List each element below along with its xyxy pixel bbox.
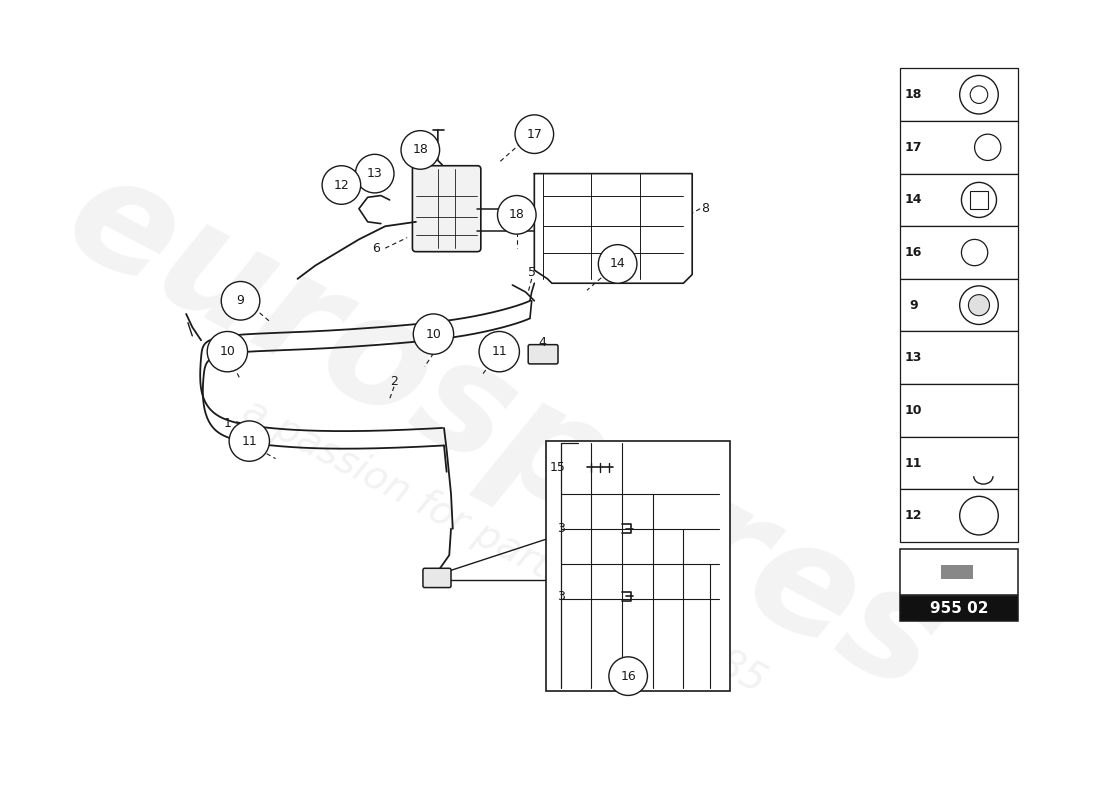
- Text: 11: 11: [904, 457, 922, 470]
- Text: 3: 3: [557, 522, 565, 535]
- Circle shape: [414, 314, 453, 354]
- Circle shape: [598, 245, 637, 283]
- Text: 10: 10: [426, 328, 441, 341]
- Text: 14: 14: [609, 258, 626, 270]
- Circle shape: [322, 166, 361, 204]
- Bar: [900, 490, 1019, 542]
- Text: a passion for parts since 1985: a passion for parts since 1985: [235, 392, 772, 701]
- Text: eurospares: eurospares: [42, 140, 965, 725]
- Text: 6: 6: [373, 242, 381, 254]
- Text: 12: 12: [333, 178, 350, 191]
- Bar: [900, 68, 1019, 121]
- Text: 11: 11: [241, 434, 257, 448]
- Text: 17: 17: [904, 141, 922, 154]
- Bar: [900, 331, 1019, 384]
- Text: 18: 18: [904, 88, 922, 101]
- Text: 4: 4: [539, 336, 547, 350]
- Circle shape: [221, 282, 260, 320]
- Text: 10: 10: [904, 404, 922, 417]
- Bar: [900, 121, 1019, 174]
- FancyBboxPatch shape: [412, 166, 481, 252]
- Bar: [900, 279, 1019, 331]
- Text: 2: 2: [390, 375, 398, 388]
- Circle shape: [968, 294, 990, 316]
- Bar: [900, 596, 1019, 621]
- Text: 5: 5: [528, 266, 536, 279]
- Text: 18: 18: [509, 208, 525, 222]
- Circle shape: [480, 331, 519, 372]
- Text: 11: 11: [492, 345, 507, 358]
- Text: 10: 10: [219, 345, 235, 358]
- Bar: [900, 437, 1019, 490]
- Circle shape: [515, 115, 553, 154]
- Circle shape: [229, 421, 270, 462]
- Bar: [900, 549, 1019, 594]
- Text: 8: 8: [701, 202, 710, 215]
- Text: 15: 15: [549, 461, 565, 474]
- Circle shape: [402, 130, 440, 170]
- FancyBboxPatch shape: [970, 191, 988, 209]
- Bar: [942, 565, 972, 578]
- Bar: [900, 384, 1019, 437]
- Text: 9: 9: [909, 298, 917, 312]
- Text: 13: 13: [366, 167, 383, 180]
- Text: 955 02: 955 02: [930, 601, 989, 616]
- FancyBboxPatch shape: [422, 568, 451, 587]
- Text: 9: 9: [236, 294, 244, 307]
- Bar: [900, 174, 1019, 226]
- FancyBboxPatch shape: [528, 345, 558, 364]
- Circle shape: [497, 195, 536, 234]
- Text: 17: 17: [527, 128, 542, 141]
- Text: 13: 13: [904, 351, 922, 364]
- Text: 1: 1: [223, 417, 231, 430]
- Bar: [900, 226, 1019, 279]
- Text: 16: 16: [904, 246, 922, 259]
- Text: 16: 16: [620, 670, 636, 682]
- Bar: [546, 441, 730, 691]
- Circle shape: [207, 331, 248, 372]
- Text: 14: 14: [904, 194, 922, 206]
- Text: 3: 3: [557, 590, 565, 603]
- Circle shape: [609, 657, 648, 695]
- Circle shape: [355, 154, 394, 193]
- Text: 12: 12: [904, 509, 922, 522]
- Text: 18: 18: [412, 143, 428, 157]
